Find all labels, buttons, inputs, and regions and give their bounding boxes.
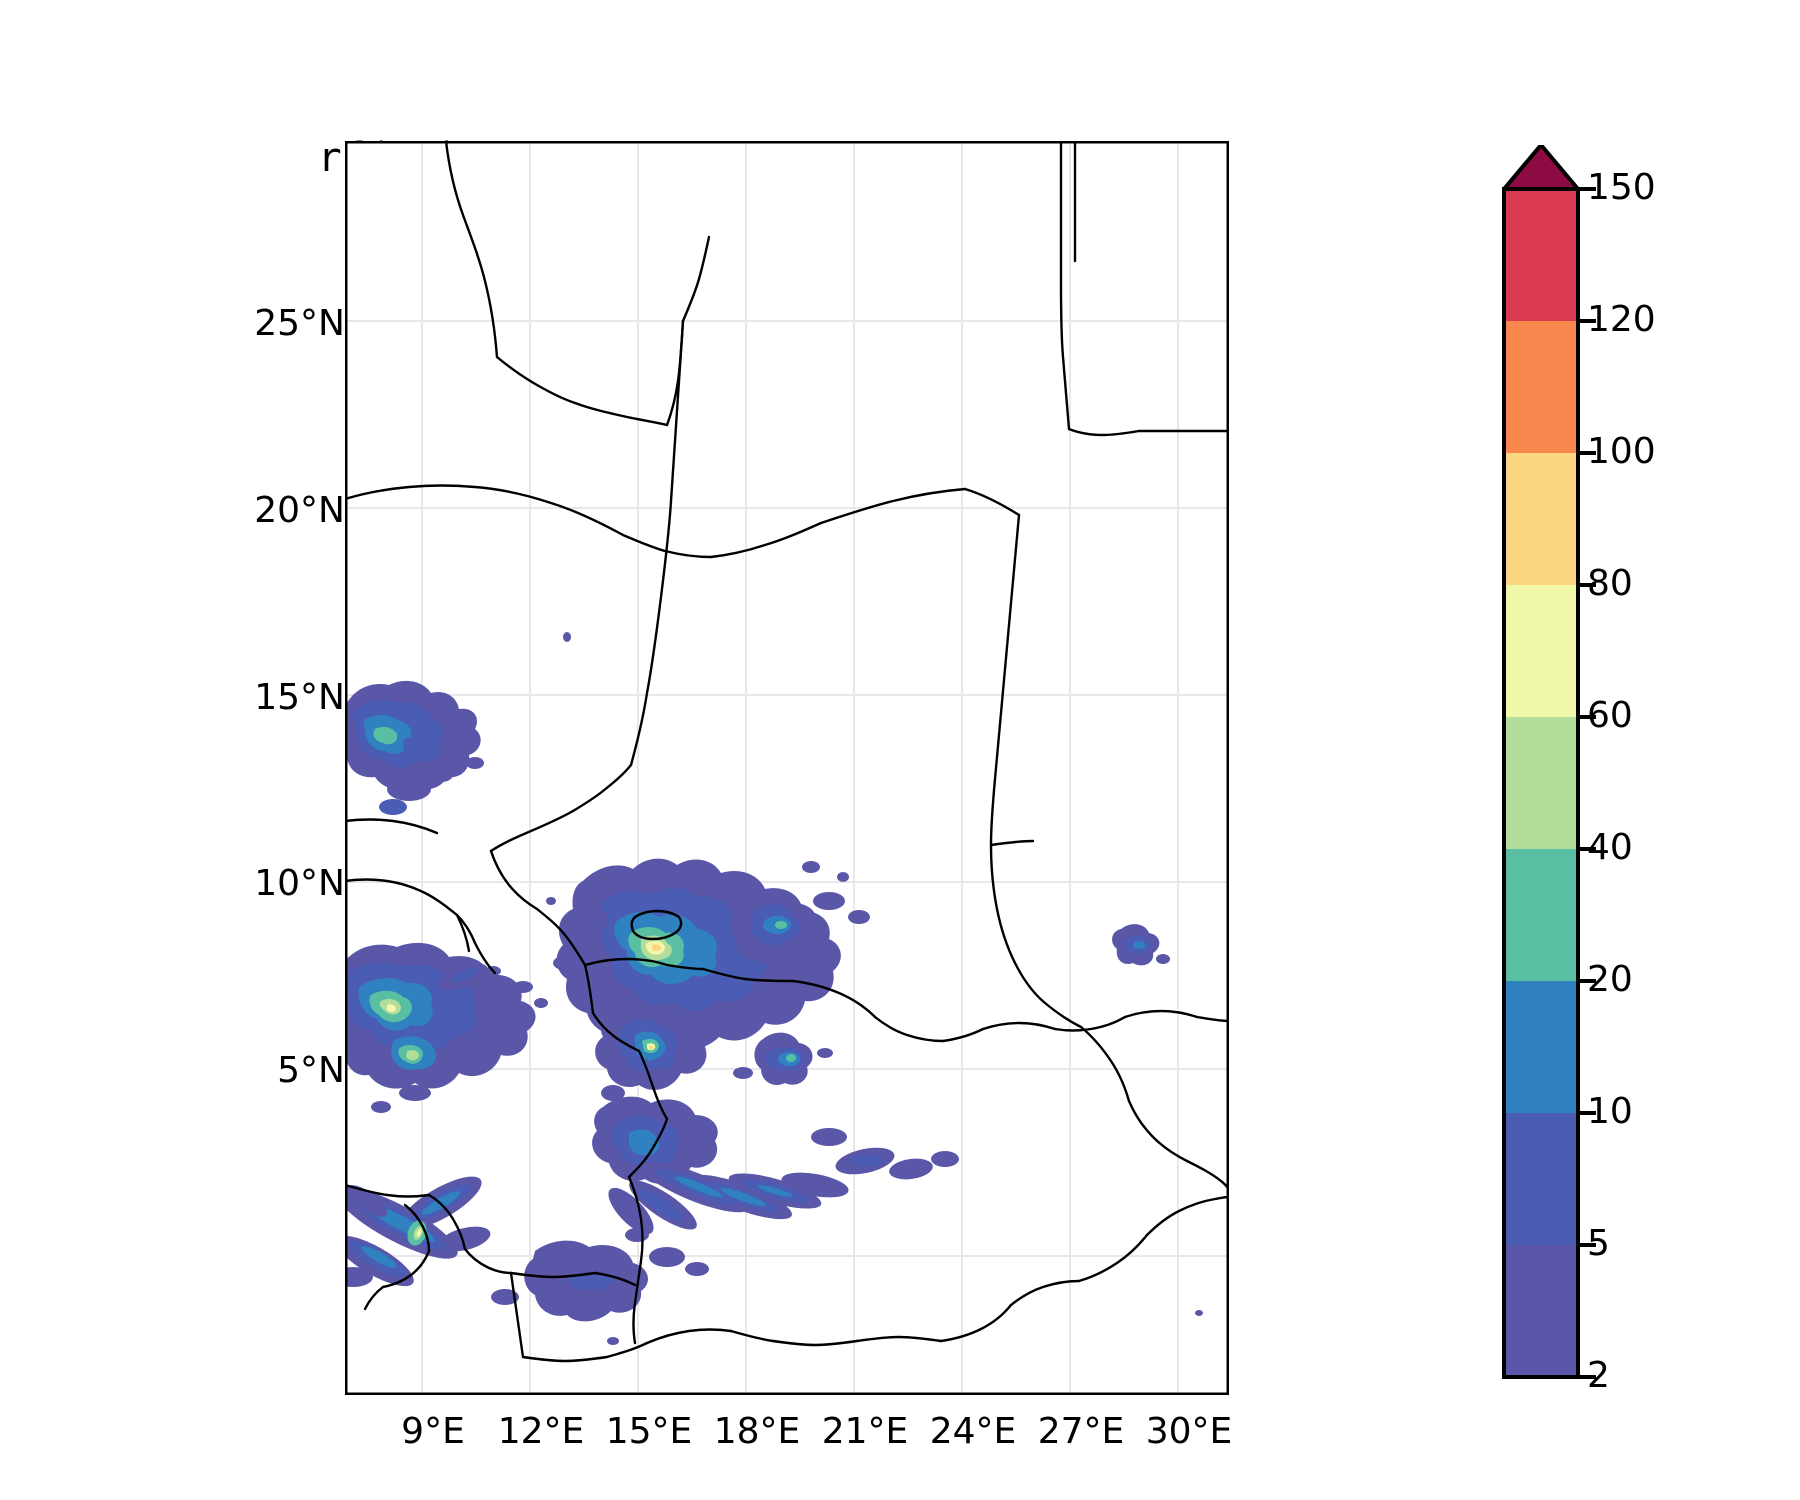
- colorbar-tick-20: 20: [1587, 959, 1633, 1000]
- colorbar-ticks: [1578, 187, 1596, 1379]
- colorbar-tick-100: 100: [1587, 431, 1656, 472]
- triangle-up-icon: [1502, 143, 1580, 191]
- colorbar-band-40-60: [1504, 717, 1578, 849]
- colorbar-tick-10: 10: [1587, 1091, 1633, 1132]
- colorbar-outline: [1502, 187, 1580, 1379]
- colorbar[interactable]: 150 120 100 80 60 40 20 10 5 2: [1495, 143, 1795, 1396]
- precip-cluster-lake-chad: [556, 858, 870, 1050]
- ytick-label-25N: 25°N: [254, 303, 345, 344]
- xtick-label-21E: 21°E: [821, 1411, 909, 1452]
- colorbar-tick-150: 150: [1587, 167, 1656, 208]
- map-frame: [345, 141, 1229, 1395]
- precip-cluster-nw-nigeria: [347, 680, 484, 815]
- colorbar-band-2-5: [1504, 1245, 1578, 1377]
- country-borders: [345, 141, 1229, 1363]
- precip-cluster-gulf-guinea: [345, 1176, 491, 1287]
- colorbar-band-5-10: [1504, 1113, 1578, 1245]
- xtick-label-30E: 30°E: [1145, 1411, 1233, 1452]
- colorbar-tick-120: 120: [1587, 299, 1656, 340]
- precipitation-field: [345, 632, 1203, 1345]
- xtick-label-24E: 24°E: [929, 1411, 1017, 1452]
- graticule-gridlines: [345, 141, 1229, 1395]
- colorbar-svg: [1502, 143, 1596, 1379]
- xtick-label-9E: 9°E: [401, 1411, 465, 1452]
- xtick-label-15E: 15°E: [605, 1411, 693, 1452]
- precip-cluster-adamawa: [595, 1000, 709, 1101]
- colorbar-tick-5: 5: [1587, 1223, 1610, 1264]
- xtick-label-18E: 18°E: [713, 1411, 801, 1452]
- ytick-label-20N: 20°N: [254, 490, 345, 531]
- precip-cluster-17e: [733, 1032, 833, 1086]
- xtick-label-27E: 27°E: [1037, 1411, 1125, 1452]
- colorbar-tick-80: 80: [1587, 563, 1633, 604]
- precip-cluster-central-nigeria: [345, 942, 548, 1113]
- colorbar-tick-40: 40: [1587, 827, 1633, 868]
- colorbar-band-100-120: [1504, 321, 1578, 453]
- colorbar-band-120-150: [1504, 189, 1578, 321]
- colorbar-tick-2: 2: [1587, 1355, 1610, 1396]
- precip-cluster-n-congo: [491, 1228, 709, 1345]
- colorbar-tick-60: 60: [1587, 695, 1633, 736]
- colorbar-band-60-80: [1504, 585, 1578, 717]
- ytick-label-10N: 10°N: [254, 863, 345, 904]
- precip-speck-far-east: [1195, 1310, 1203, 1316]
- colorbar-band-10-20: [1504, 981, 1578, 1113]
- xtick-label-12E: 12°E: [497, 1411, 585, 1452]
- colorbar-bands: [1504, 189, 1578, 1377]
- precip-cluster-east-isolated: [1112, 924, 1170, 966]
- ytick-label-5N: 5°N: [277, 1050, 345, 1091]
- map-plot-area[interactable]: [345, 141, 1229, 1395]
- map-svg: [345, 141, 1229, 1395]
- colorbar-band-20-40: [1504, 849, 1578, 981]
- ytick-label-15N: 15°N: [254, 677, 345, 718]
- colorbar-band-80-100: [1504, 453, 1578, 585]
